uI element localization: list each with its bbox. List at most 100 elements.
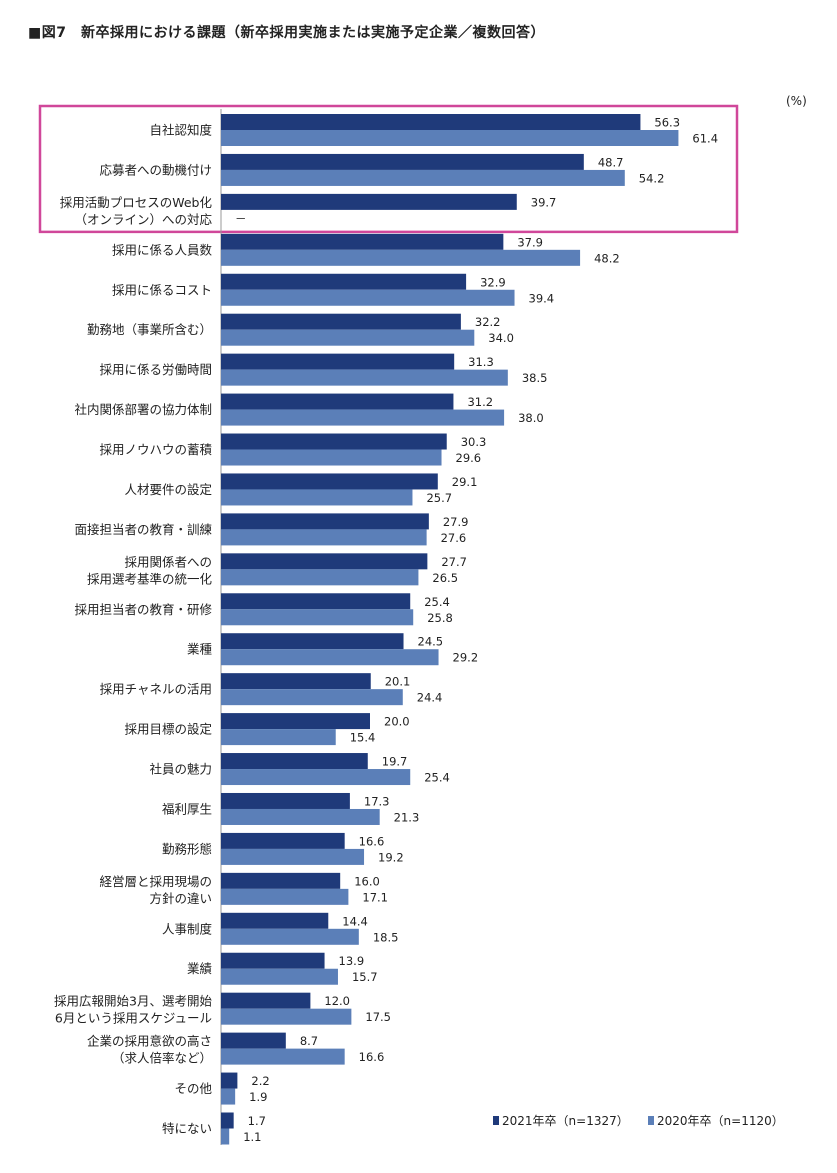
data-label: 1.9 (249, 1090, 267, 1104)
data-label: 61.4 (692, 132, 718, 146)
data-label: 31.3 (468, 355, 494, 369)
bar-series-2020 (221, 169, 625, 186)
bar-series-2021 (221, 753, 368, 770)
data-label: 16.6 (359, 834, 385, 848)
bar-series-2020 (221, 609, 414, 626)
category-label: 採用担当者の教育・研修 (74, 602, 212, 617)
bar-series-2020 (221, 409, 505, 426)
bar-series-2020 (221, 449, 442, 466)
category-label: 業績 (187, 961, 212, 976)
bar-series-2021 (221, 593, 411, 610)
category-label-line: （オンライン）への対応 (74, 212, 212, 227)
category-label: 採用目標の設定 (124, 722, 212, 737)
data-label: 13.9 (339, 954, 365, 968)
bar-series-2020 (221, 369, 508, 386)
data-label: 25.4 (424, 771, 450, 785)
data-label: 16.6 (359, 1050, 385, 1064)
category-label: 福利厚生 (162, 801, 212, 816)
bar-series-2020 (221, 888, 349, 905)
bar-series-2020 (221, 928, 359, 945)
data-label: 19.7 (382, 755, 408, 769)
bar-series-2020 (221, 1088, 236, 1105)
bar-series-2021 (221, 153, 584, 170)
bar-series-2020 (221, 249, 581, 266)
category-label: 採用に係るコスト (112, 282, 212, 297)
bar-series-2021 (221, 633, 404, 650)
data-label: 27.6 (441, 531, 467, 545)
data-label: 24.5 (418, 635, 444, 649)
chart-title: ■図7 新卒採用における課題（新卒採用実施または実施予定企業／複数回答） (28, 25, 545, 41)
legend-label: 2021年卒（n=1327） (502, 1114, 629, 1128)
bar-series-2021 (221, 513, 429, 530)
category-label-line: 採用活動プロセスのWeb化 (60, 195, 213, 210)
bar-series-2021 (221, 832, 345, 849)
bar-series-2020 (221, 808, 380, 825)
bar-series-2021 (221, 114, 641, 130)
data-label: 29.6 (456, 451, 482, 465)
category-label: 社員の魅力 (149, 762, 212, 777)
legend-swatch (493, 1116, 499, 1125)
bar-series-2020 (221, 649, 439, 666)
bar-series-2020 (221, 489, 413, 506)
legend-swatch (648, 1116, 654, 1125)
data-label: 48.2 (594, 251, 620, 265)
data-label: 20.0 (384, 715, 410, 729)
category-label-line: 6月という採用スケジュール (55, 1011, 212, 1026)
category-label: 自社認知度 (149, 123, 212, 138)
category-label: 勤務形態 (162, 841, 212, 856)
category-label-line: 企業の採用意欲の高さ (87, 1034, 212, 1049)
category-label: 社内関係部署の協力体制 (74, 402, 212, 417)
data-label: － (235, 211, 247, 225)
category-label: 面接担当者の教育・訓練 (74, 522, 212, 537)
data-label: 38.0 (518, 411, 544, 425)
bar-series-2021 (221, 273, 467, 290)
data-label: 32.2 (475, 315, 501, 329)
data-label: 39.4 (529, 291, 555, 305)
data-label: 48.7 (598, 155, 624, 169)
data-label: 25.8 (427, 611, 453, 625)
category-label-line: 採用広報開始3月、選考開始 (54, 994, 212, 1009)
bar-series-2021 (221, 233, 504, 250)
bar-series-2020 (221, 329, 475, 346)
category-label: 採用広報開始3月、選考開始 6月という採用スケジュール (54, 994, 212, 1026)
legend-label: 2020年卒（n=1120） (657, 1114, 784, 1128)
category-label: 人材要件の設定 (124, 482, 212, 497)
category-label: 採用チャネルの活用 (100, 682, 212, 697)
data-label: 18.5 (373, 930, 399, 944)
unit-label: (%) (786, 94, 807, 108)
data-label: 27.9 (443, 515, 469, 529)
bar-series-2020 (221, 130, 679, 146)
data-label: 39.7 (531, 195, 557, 209)
data-label: 17.5 (365, 1010, 391, 1024)
data-label: 24.4 (417, 691, 443, 705)
data-label: 32.9 (480, 275, 506, 289)
data-label: 17.1 (362, 890, 388, 904)
data-label: 27.7 (441, 555, 467, 569)
data-label: 14.4 (342, 914, 368, 928)
bar-series-2020 (221, 1048, 345, 1065)
data-label: 25.4 (424, 595, 450, 609)
category-label: 採用ノウハウの蓄積 (99, 442, 212, 457)
category-label-line: 方針の違い (149, 891, 212, 906)
bar-series-2021 (221, 872, 341, 889)
bar-series-2021 (221, 313, 461, 330)
highlight-box (38, 104, 739, 234)
bar-series-2020 (221, 968, 338, 985)
bar-series-2021 (221, 193, 517, 210)
category-label: 採用に係る労働時間 (99, 362, 212, 377)
category-label: 採用活動プロセスのWeb化 （オンライン）への対応 (60, 195, 213, 227)
bar-series-2021 (221, 553, 428, 570)
bar-series-2021 (221, 952, 325, 969)
category-label: 特にない (162, 1121, 212, 1136)
bar-series-2021 (221, 673, 371, 690)
bar-series-2020 (221, 729, 336, 746)
category-label: 企業の採用意欲の高さ （求人倍率など） (87, 1034, 212, 1066)
data-label: 29.2 (453, 651, 479, 665)
data-label: 16.0 (354, 874, 380, 888)
bar-series-2020 (221, 769, 411, 786)
category-label: 勤務地（事業所含む） (87, 322, 212, 337)
category-label: 経営層と採用現場の方針の違い (99, 874, 212, 906)
category-label-line: 採用選考基準の統一化 (87, 571, 213, 586)
bar-series-2020 (221, 848, 365, 865)
data-label: 30.3 (461, 435, 487, 449)
